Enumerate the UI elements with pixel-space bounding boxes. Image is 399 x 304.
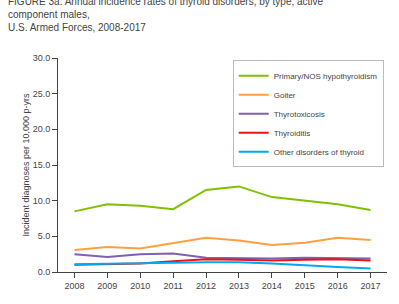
- svg-text:15.0: 15.0: [33, 160, 51, 170]
- svg-text:0.0: 0.0: [38, 267, 51, 277]
- svg-text:Thyroiditis: Thyroiditis: [274, 129, 310, 138]
- svg-text:5.0: 5.0: [38, 231, 51, 241]
- svg-text:Incident diagnoses per 10,000: Incident diagnoses per 10,000 p-yrs: [21, 93, 31, 237]
- svg-text:2016: 2016: [328, 281, 348, 291]
- svg-text:2017: 2017: [361, 281, 381, 291]
- svg-text:Other disorders of thyroid: Other disorders of thyroid: [274, 148, 364, 157]
- svg-text:FIGURE 3a. Annual incidence ra: FIGURE 3a. Annual incidence rates of thy…: [8, 0, 324, 33]
- svg-text:2015: 2015: [295, 281, 315, 291]
- svg-text:Thyrotoxicosis: Thyrotoxicosis: [274, 110, 325, 119]
- svg-text:Goiter: Goiter: [274, 91, 296, 100]
- svg-text:2009: 2009: [97, 281, 117, 291]
- svg-text:10.0: 10.0: [33, 196, 51, 206]
- svg-text:Primary/NOS hypothyroidism: Primary/NOS hypothyroidism: [274, 72, 377, 81]
- svg-text:2010: 2010: [130, 281, 150, 291]
- svg-text:2013: 2013: [229, 281, 249, 291]
- svg-text:2011: 2011: [163, 281, 182, 291]
- svg-text:2012: 2012: [196, 281, 216, 291]
- svg-text:20.0: 20.0: [33, 124, 51, 134]
- svg-text:2014: 2014: [262, 281, 282, 291]
- svg-text:2008: 2008: [64, 281, 84, 291]
- svg-text:30.0: 30.0: [33, 53, 51, 63]
- svg-text:25.0: 25.0: [33, 89, 51, 99]
